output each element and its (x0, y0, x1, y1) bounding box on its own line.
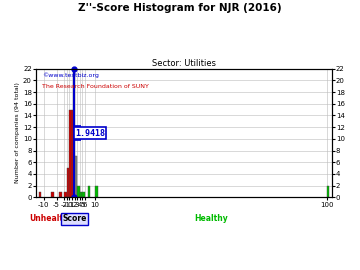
Text: Z''-Score Histogram for NJR (2016): Z''-Score Histogram for NJR (2016) (78, 3, 282, 13)
Bar (77, 186, 80, 197)
Text: Score: Score (62, 214, 86, 223)
Bar (95, 186, 98, 197)
Bar (72, 110, 75, 197)
Bar (69, 110, 72, 197)
Bar (59, 191, 62, 197)
Title: Sector: Utilities: Sector: Utilities (152, 59, 216, 68)
Bar (64, 191, 67, 197)
Bar (80, 191, 82, 197)
Bar (82, 191, 85, 197)
Text: Unhealthy: Unhealthy (29, 214, 74, 223)
Text: ©www.textbiz.org: ©www.textbiz.org (42, 73, 99, 78)
Bar (327, 186, 329, 197)
Bar (51, 191, 54, 197)
Bar (75, 156, 77, 197)
Text: Healthy: Healthy (194, 214, 228, 223)
Bar (87, 186, 90, 197)
Text: The Research Foundation of SUNY: The Research Foundation of SUNY (42, 84, 149, 89)
Bar (39, 191, 41, 197)
Bar (67, 168, 69, 197)
Text: 1.9418: 1.9418 (75, 129, 105, 137)
Y-axis label: Number of companies (94 total): Number of companies (94 total) (15, 83, 20, 183)
